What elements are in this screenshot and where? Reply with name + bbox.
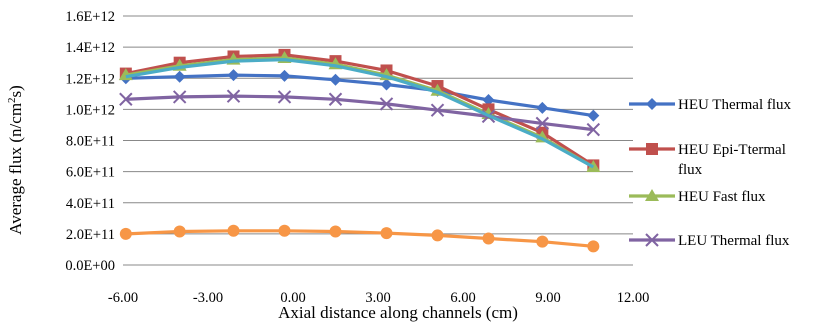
- data-point: [380, 78, 393, 91]
- legend-item: HEU Thermal flux: [629, 97, 792, 113]
- y-axis-title-main: Average flux (n/cm: [6, 103, 25, 235]
- legend-item: LEU Thermal flux: [629, 233, 790, 249]
- data-point: [329, 225, 342, 238]
- axes: 0.0E+00 2.0E+11 4.0E+11 6.0E+11 8.0E+11 1.0E+…: [65, 9, 649, 306]
- legend-label: HEU Epi-Ttermal: [678, 142, 786, 158]
- y-tick-label: 1.6E+12: [65, 9, 115, 25]
- series-line: [125, 73, 594, 118]
- data-point: [227, 224, 240, 237]
- data-point: [173, 225, 186, 238]
- data-point: [173, 70, 186, 83]
- legend-item: HEU Epi-Ttermal flux: [629, 142, 786, 178]
- legend-swatch-marker: [646, 98, 658, 110]
- y-tick-label: 4.0E+11: [66, 196, 115, 212]
- data-point: [430, 103, 445, 117]
- x-marker-stroke: [430, 103, 445, 117]
- data-point: [119, 227, 132, 240]
- x-marker-stroke: [645, 233, 659, 247]
- y-tick-label: 2.0E+11: [66, 227, 115, 243]
- x-marker-stroke: [379, 97, 394, 111]
- legend-label: HEU Fast flux: [678, 189, 766, 205]
- series-lines: [118, 48, 601, 253]
- series-0: [119, 69, 600, 122]
- series-line: [125, 58, 595, 169]
- y-axis-title-superscript: 2: [6, 97, 18, 103]
- data-point: [587, 240, 600, 253]
- y-tick-label: 0.0E+00: [65, 258, 115, 274]
- series-5: [119, 224, 600, 253]
- data-point: [227, 69, 240, 82]
- y-tick-label: 1.2E+12: [65, 71, 115, 87]
- data-point: [587, 109, 600, 122]
- legend-swatch-marker: [646, 143, 658, 155]
- y-axis-title: Average flux (n/cm2s): [6, 85, 25, 235]
- gridlines: [123, 15, 633, 235]
- series-3: [119, 89, 601, 137]
- x-tick-label: 0.00: [280, 290, 305, 306]
- x-marker-stroke: [328, 92, 343, 106]
- data-point: [535, 116, 550, 131]
- x-marker-stroke: [172, 90, 187, 104]
- x-marker-stroke: [226, 89, 241, 103]
- y-tick-label: 1.4E+12: [65, 40, 115, 56]
- x-marker-stroke: [535, 116, 550, 131]
- data-point: [380, 227, 393, 240]
- y-tick-label: 8.0E+11: [66, 134, 115, 150]
- data-point: [431, 229, 444, 242]
- data-point: [482, 232, 495, 245]
- x-tick-label: 12.00: [617, 290, 650, 306]
- data-point: [172, 90, 187, 104]
- x-tick-label: 9.00: [535, 290, 560, 306]
- data-point: [328, 92, 343, 106]
- x-tick-label: -3.00: [193, 290, 223, 306]
- data-point: [329, 73, 342, 86]
- data-point: [586, 122, 601, 137]
- data-point: [119, 92, 133, 106]
- data-point: [536, 235, 549, 248]
- x-tick-label: -6.00: [108, 290, 138, 306]
- y-tick-label: 1.0E+12: [65, 102, 115, 118]
- y-axis-title-suffix: s): [6, 85, 25, 97]
- data-point: [278, 224, 291, 237]
- legend-label: LEU Thermal flux: [678, 233, 790, 249]
- legend-item: HEU Fast flux: [629, 189, 766, 205]
- legend-label: flux: [678, 162, 703, 178]
- x-tick-label: 3.00: [365, 290, 390, 306]
- series-line: [125, 94, 594, 132]
- data-point: [226, 89, 241, 103]
- x-marker-stroke: [586, 122, 601, 137]
- legend-swatch-marker: [645, 233, 659, 247]
- x-axis-title: Axial distance along channels (cm): [278, 303, 518, 322]
- x-marker-stroke: [277, 90, 292, 104]
- x-tick-label: 6.00: [450, 290, 475, 306]
- data-point: [536, 101, 549, 114]
- data-point: [379, 97, 394, 111]
- legend-label: HEU Thermal flux: [678, 97, 792, 113]
- x-marker-stroke: [119, 92, 133, 106]
- series-line: [125, 229, 594, 248]
- data-point: [277, 90, 292, 104]
- series-2: [118, 51, 601, 172]
- series-4: [125, 58, 595, 169]
- legend: HEU Thermal flux HEU Epi-Ttermal flux HEU F…: [629, 97, 792, 249]
- y-tick-label: 6.0E+11: [66, 165, 115, 181]
- series-line: [125, 56, 595, 169]
- legend-swatch-marker: [645, 189, 659, 201]
- data-point: [482, 94, 495, 107]
- data-point: [278, 69, 291, 82]
